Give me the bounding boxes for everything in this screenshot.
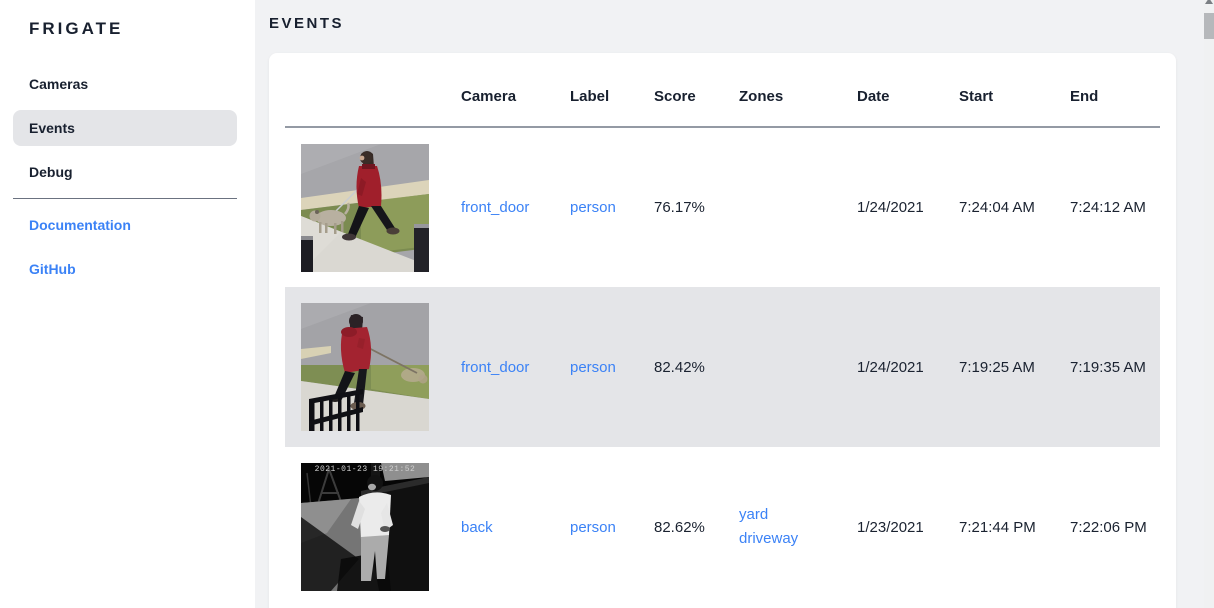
date-value: 1/24/2021	[857, 358, 924, 376]
vertical-scrollbar[interactable]	[1204, 0, 1214, 608]
sidebar-link-github[interactable]: GitHub	[29, 261, 76, 277]
column-header-zones: Zones	[723, 53, 841, 128]
event-thumbnail-image[interactable]: 2021-01-23 19:21:52	[301, 463, 429, 591]
column-header-score: Score	[638, 53, 723, 128]
column-header-label: Label	[554, 53, 638, 128]
scrollbar-thumb[interactable]	[1204, 13, 1214, 39]
start-value: 7:21:44 PM	[959, 518, 1036, 536]
date-value: 1/24/2021	[857, 199, 924, 216]
date-value: 1/23/2021	[857, 518, 924, 536]
main-content: EVENTS Camera Label Score Zones Date Sta…	[255, 0, 1214, 608]
event-thumbnail[interactable]	[301, 143, 429, 272]
event-thumbnail[interactable]	[301, 303, 429, 431]
scrollbar-up-arrow-icon[interactable]	[1205, 0, 1213, 4]
thumbnail-timestamp-overlay: 2021-01-23 19:21:52	[315, 465, 416, 474]
sidebar-divider	[13, 198, 237, 199]
score-value: 82.62%	[654, 518, 705, 536]
event-thumbnail-image[interactable]	[301, 143, 429, 272]
camera-link[interactable]: front_door	[461, 199, 530, 216]
end-value: 7:24:12 AM	[1070, 199, 1146, 216]
column-header-camera: Camera	[445, 53, 554, 128]
app-logo[interactable]: FRIGATE	[29, 19, 124, 38]
sidebar-item-cameras[interactable]: Cameras	[29, 76, 89, 92]
event-row[interactable]: front_door person 76.17% 1/24/2021 7:24:…	[285, 127, 1160, 287]
events-table: Camera Label Score Zones Date Start End	[285, 53, 1160, 607]
sidebar-link-documentation[interactable]: Documentation	[29, 217, 131, 233]
start-value: 7:24:04 AM	[959, 199, 1035, 216]
end-value: 7:19:35 AM	[1070, 358, 1146, 376]
column-header-date: Date	[841, 53, 943, 128]
label-link[interactable]: person	[570, 199, 616, 216]
event-row[interactable]: front_door person 82.42% 1/24/2021 7:19:…	[285, 287, 1160, 447]
column-header-start: Start	[943, 53, 1054, 128]
score-value: 82.42%	[654, 358, 705, 376]
start-value: 7:19:25 AM	[959, 358, 1035, 376]
events-card: Camera Label Score Zones Date Start End	[269, 53, 1176, 608]
zones-cell: yard driveway	[723, 447, 841, 607]
sidebar-item-events[interactable]: Events	[13, 110, 237, 146]
event-thumbnail[interactable]: 2021-01-23 19:21:52	[301, 463, 429, 591]
camera-link[interactable]: front_door	[461, 358, 530, 376]
zones-cell	[723, 127, 841, 287]
column-header-end: End	[1054, 53, 1160, 128]
label-link[interactable]: person	[570, 358, 616, 376]
sidebar-nav: Cameras Events Debug Documentation GitHu…	[0, 66, 255, 287]
sidebar-item-debug[interactable]: Debug	[29, 164, 73, 180]
camera-link[interactable]: back	[461, 518, 493, 536]
column-header-thumbnail	[285, 53, 445, 128]
zone-link[interactable]: yard	[739, 506, 769, 523]
label-link[interactable]: person	[570, 518, 616, 536]
zones-cell	[723, 287, 841, 447]
zone-link[interactable]: driveway	[739, 530, 799, 547]
event-row[interactable]: 2021-01-23 19:21:52 back person 82.62% y…	[285, 447, 1160, 607]
sidebar: FRIGATE Cameras Events Debug Documentati…	[0, 0, 255, 608]
page-title: EVENTS	[269, 15, 345, 32]
table-header-row: Camera Label Score Zones Date Start End	[285, 53, 1160, 128]
score-value: 76.17%	[654, 199, 705, 216]
end-value: 7:22:06 PM	[1070, 518, 1147, 536]
event-thumbnail-image[interactable]	[301, 303, 429, 431]
